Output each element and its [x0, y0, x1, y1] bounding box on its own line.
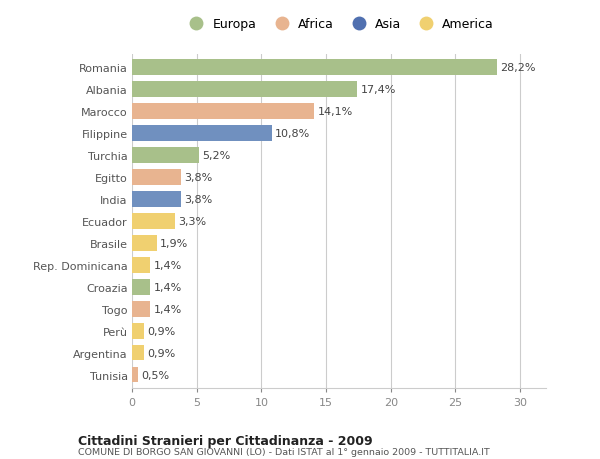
Text: Cittadini Stranieri per Cittadinanza - 2009: Cittadini Stranieri per Cittadinanza - 2…	[78, 434, 373, 447]
Bar	[132, 235, 157, 251]
Text: 0,9%: 0,9%	[147, 326, 175, 336]
Text: 10,8%: 10,8%	[275, 129, 310, 139]
Bar	[132, 257, 150, 273]
Bar	[132, 104, 314, 120]
Text: 0,5%: 0,5%	[142, 370, 170, 380]
Bar	[132, 82, 357, 98]
Bar	[132, 213, 175, 230]
Bar	[132, 367, 139, 383]
Text: 17,4%: 17,4%	[361, 85, 396, 95]
Text: 14,1%: 14,1%	[317, 107, 353, 117]
Bar	[132, 345, 143, 361]
Bar	[132, 126, 272, 142]
Legend: Europa, Africa, Asia, America: Europa, Africa, Asia, America	[184, 18, 494, 31]
Text: 1,4%: 1,4%	[154, 260, 182, 270]
Text: 28,2%: 28,2%	[500, 63, 536, 73]
Bar	[132, 192, 181, 207]
Bar	[132, 279, 150, 295]
Text: 3,8%: 3,8%	[184, 173, 212, 183]
Text: 1,4%: 1,4%	[154, 282, 182, 292]
Text: COMUNE DI BORGO SAN GIOVANNI (LO) - Dati ISTAT al 1° gennaio 2009 - TUTTITALIA.I: COMUNE DI BORGO SAN GIOVANNI (LO) - Dati…	[78, 448, 490, 457]
Text: 1,9%: 1,9%	[160, 238, 188, 248]
Text: 0,9%: 0,9%	[147, 348, 175, 358]
Bar	[132, 301, 150, 317]
Text: 3,8%: 3,8%	[184, 195, 212, 205]
Bar	[132, 60, 497, 76]
Bar	[132, 323, 143, 339]
Text: 1,4%: 1,4%	[154, 304, 182, 314]
Text: 5,2%: 5,2%	[203, 151, 231, 161]
Bar	[132, 148, 199, 164]
Bar	[132, 170, 181, 185]
Text: 3,3%: 3,3%	[178, 217, 206, 226]
